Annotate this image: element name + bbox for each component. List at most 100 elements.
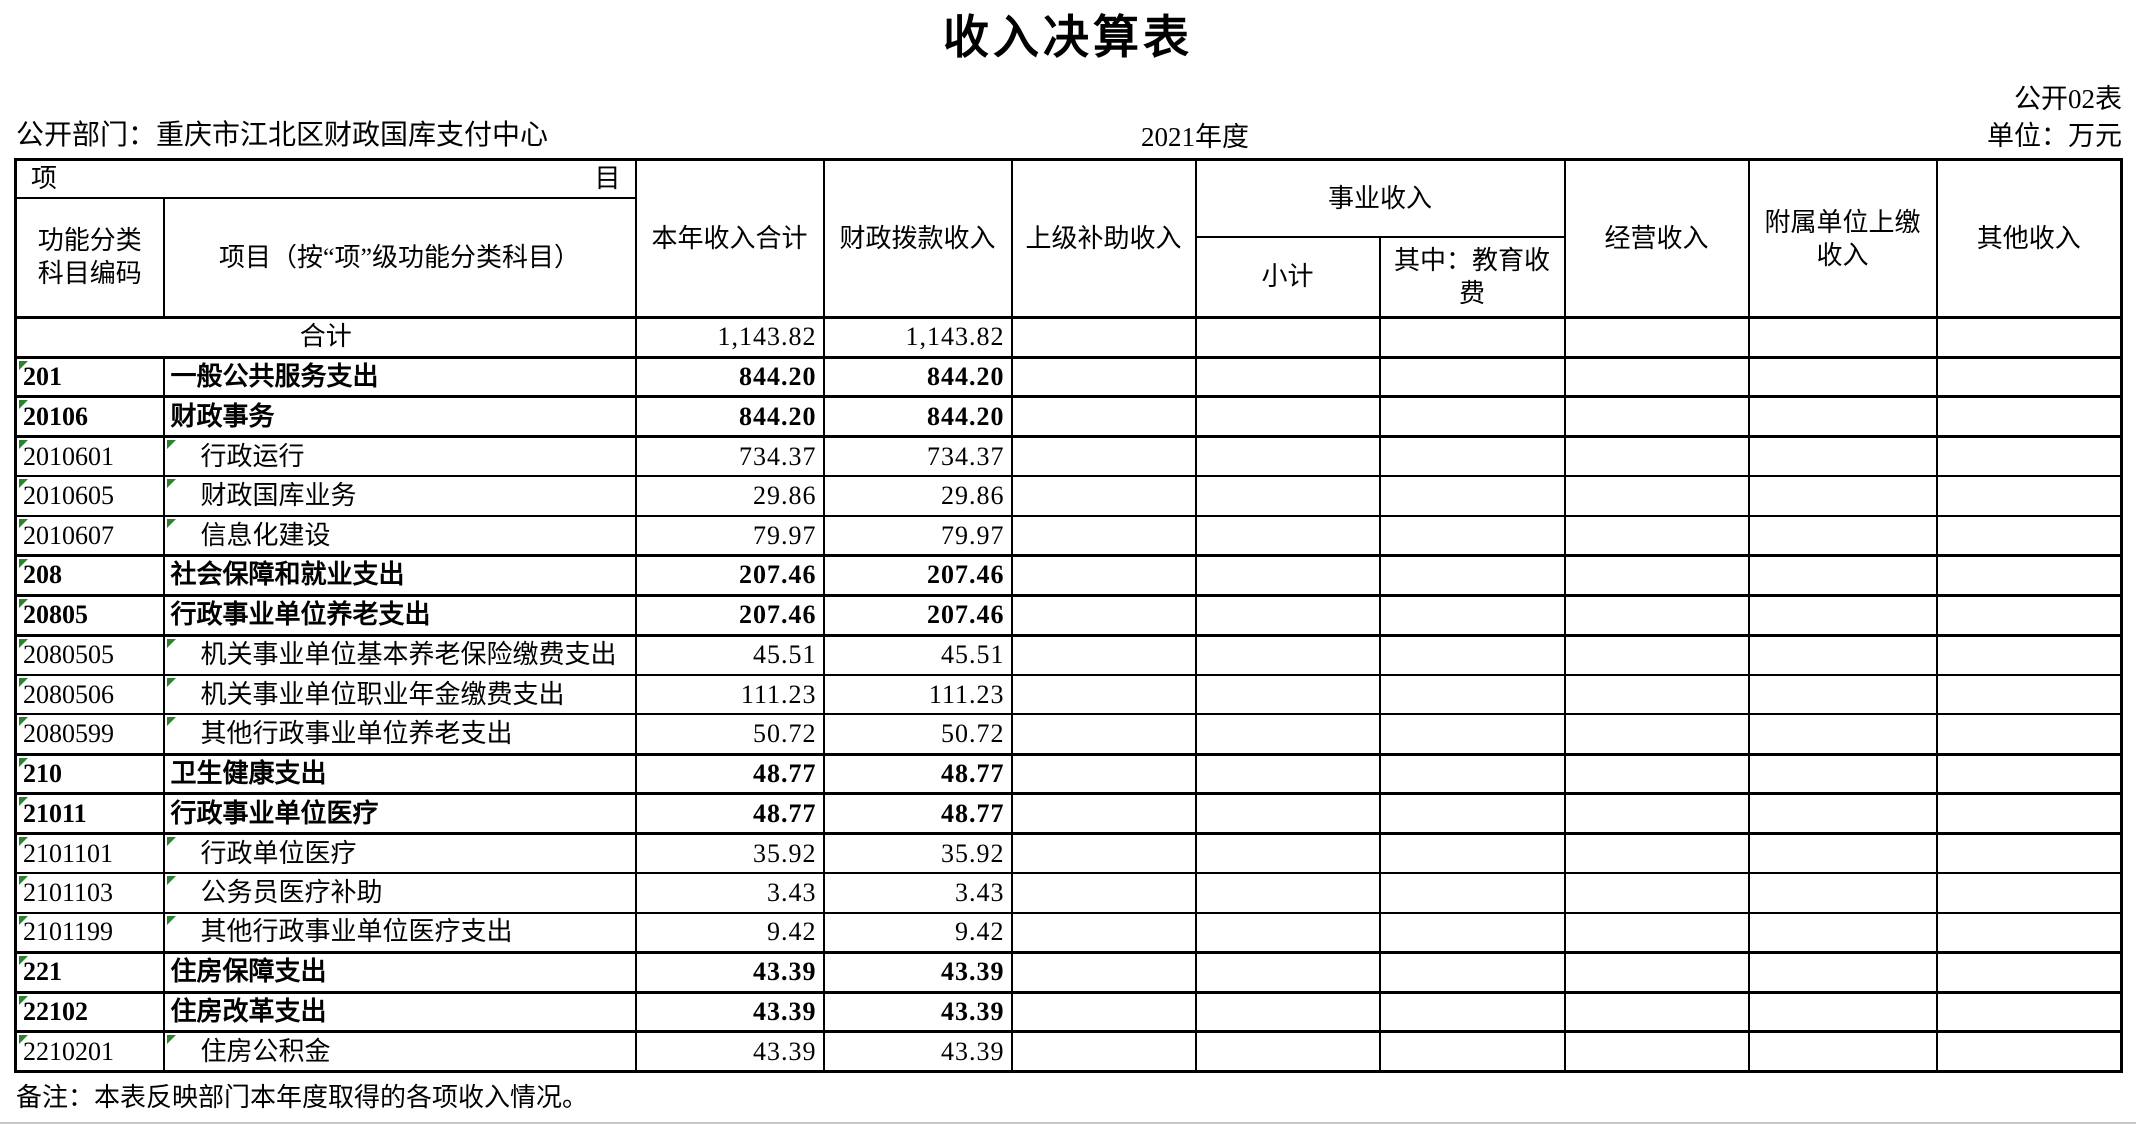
value-cell[interactable] bbox=[1378, 752, 1566, 796]
value-cell[interactable]: 48.77 bbox=[634, 752, 825, 796]
value-cell[interactable] bbox=[1194, 832, 1381, 875]
value-cell[interactable] bbox=[1378, 395, 1566, 439]
value-cell[interactable] bbox=[1194, 713, 1381, 756]
item-name-cell[interactable]: 机关事业单位职业年金缴费支出 bbox=[162, 673, 637, 716]
value-cell[interactable] bbox=[1935, 475, 2123, 517]
value-cell[interactable] bbox=[1378, 634, 1566, 676]
value-cell[interactable] bbox=[1747, 634, 1938, 676]
item-name-cell[interactable]: 卫生健康支出 bbox=[162, 752, 637, 796]
value-cell[interactable]: 79.97 bbox=[634, 514, 825, 557]
value-cell[interactable] bbox=[1747, 316, 1938, 359]
function-code-cell[interactable]: 208 bbox=[14, 554, 165, 597]
value-cell[interactable]: 45.51 bbox=[634, 634, 825, 676]
value-cell[interactable] bbox=[1010, 752, 1197, 796]
value-cell[interactable]: 43.39 bbox=[634, 951, 825, 994]
value-cell[interactable]: 734.37 bbox=[822, 435, 1013, 478]
value-cell[interactable] bbox=[1935, 514, 2123, 557]
item-name-cell[interactable]: 行政事业单位医疗 bbox=[162, 792, 637, 835]
function-code-cell[interactable]: 2101199 bbox=[14, 911, 165, 954]
value-cell[interactable]: 1,143.82 bbox=[634, 316, 825, 359]
function-code-cell[interactable]: 20106 bbox=[14, 395, 165, 439]
value-cell[interactable] bbox=[1935, 673, 2123, 716]
value-cell[interactable] bbox=[1747, 792, 1938, 835]
value-cell[interactable] bbox=[1378, 832, 1566, 875]
value-cell[interactable] bbox=[1378, 911, 1566, 954]
item-name-cell[interactable]: 其他行政事业单位医疗支出 bbox=[162, 911, 637, 954]
value-cell[interactable]: 111.23 bbox=[822, 673, 1013, 716]
value-cell[interactable] bbox=[1194, 593, 1381, 637]
item-name-cell[interactable]: 行政运行 bbox=[162, 435, 637, 478]
value-cell[interactable] bbox=[1935, 395, 2123, 439]
value-cell[interactable] bbox=[1010, 475, 1197, 517]
item-name-cell[interactable]: 其他行政事业单位养老支出 bbox=[162, 713, 637, 756]
value-cell[interactable] bbox=[1935, 355, 2123, 399]
value-cell[interactable] bbox=[1935, 316, 2123, 359]
function-code-cell[interactable]: 2080505 bbox=[14, 634, 165, 676]
value-cell[interactable] bbox=[1563, 792, 1750, 835]
function-code-cell[interactable]: 2010607 bbox=[14, 514, 165, 557]
value-cell[interactable]: 207.46 bbox=[822, 593, 1013, 637]
header-col-higher-level-subsidy[interactable]: 上级补助收入 bbox=[1010, 158, 1197, 319]
item-name-cell[interactable]: 公务员医疗补助 bbox=[162, 872, 637, 914]
value-cell[interactable] bbox=[1935, 752, 2123, 796]
value-cell[interactable] bbox=[1378, 792, 1566, 835]
value-cell[interactable] bbox=[1010, 395, 1197, 439]
value-cell[interactable] bbox=[1010, 634, 1197, 676]
value-cell[interactable] bbox=[1194, 990, 1381, 1034]
value-cell[interactable] bbox=[1378, 514, 1566, 557]
value-cell[interactable] bbox=[1378, 475, 1566, 517]
value-cell[interactable]: 844.20 bbox=[634, 395, 825, 439]
value-cell[interactable] bbox=[1563, 475, 1750, 517]
value-cell[interactable]: 3.43 bbox=[634, 872, 825, 914]
value-cell[interactable]: 207.46 bbox=[634, 593, 825, 637]
value-cell[interactable] bbox=[1747, 554, 1938, 597]
value-cell[interactable] bbox=[1563, 752, 1750, 796]
value-cell[interactable] bbox=[1747, 593, 1938, 637]
value-cell[interactable] bbox=[1010, 593, 1197, 637]
value-cell[interactable] bbox=[1378, 554, 1566, 597]
value-cell[interactable] bbox=[1010, 514, 1197, 557]
value-cell[interactable] bbox=[1010, 911, 1197, 954]
value-cell[interactable] bbox=[1935, 990, 2123, 1034]
header-col-education-fees[interactable]: 其中：教育收费 bbox=[1378, 235, 1566, 319]
value-cell[interactable]: 48.77 bbox=[822, 792, 1013, 835]
value-cell[interactable] bbox=[1378, 435, 1566, 478]
function-code-cell[interactable]: 21011 bbox=[14, 792, 165, 835]
value-cell[interactable]: 43.39 bbox=[822, 1030, 1013, 1073]
value-cell[interactable] bbox=[1010, 316, 1197, 359]
header-group-business-income[interactable]: 事业收入 bbox=[1194, 158, 1566, 238]
value-cell[interactable] bbox=[1935, 911, 2123, 954]
value-cell[interactable] bbox=[1935, 832, 2123, 875]
value-cell[interactable] bbox=[1935, 792, 2123, 835]
value-cell[interactable] bbox=[1010, 435, 1197, 478]
value-cell[interactable] bbox=[1747, 752, 1938, 796]
function-code-cell[interactable]: 20805 bbox=[14, 593, 165, 637]
value-cell[interactable] bbox=[1563, 951, 1750, 994]
function-code-cell[interactable]: 2010601 bbox=[14, 435, 165, 478]
value-cell[interactable] bbox=[1194, 514, 1381, 557]
value-cell[interactable] bbox=[1747, 673, 1938, 716]
value-cell[interactable] bbox=[1010, 1030, 1197, 1073]
value-cell[interactable] bbox=[1563, 911, 1750, 954]
function-code-cell[interactable]: 2210201 bbox=[14, 1030, 165, 1073]
value-cell[interactable] bbox=[1563, 593, 1750, 637]
value-cell[interactable] bbox=[1747, 713, 1938, 756]
item-name-cell[interactable]: 信息化建设 bbox=[162, 514, 637, 557]
value-cell[interactable] bbox=[1935, 713, 2123, 756]
header-col-item-name[interactable]: 项目（按“项”级功能分类科目） bbox=[162, 196, 637, 319]
value-cell[interactable] bbox=[1194, 673, 1381, 716]
header-col-fiscal-appropriation[interactable]: 财政拨款收入 bbox=[822, 158, 1013, 319]
item-name-cell[interactable]: 行政事业单位养老支出 bbox=[162, 593, 637, 637]
header-col-business-subtotal[interactable]: 小计 bbox=[1194, 235, 1381, 319]
item-name-cell[interactable]: 行政单位医疗 bbox=[162, 832, 637, 875]
function-code-cell[interactable]: 210 bbox=[14, 752, 165, 796]
value-cell[interactable] bbox=[1194, 316, 1381, 359]
value-cell[interactable] bbox=[1747, 435, 1938, 478]
value-cell[interactable] bbox=[1747, 475, 1938, 517]
value-cell[interactable]: 29.86 bbox=[822, 475, 1013, 517]
value-cell[interactable] bbox=[1935, 1030, 2123, 1073]
value-cell[interactable]: 1,143.82 bbox=[822, 316, 1013, 359]
value-cell[interactable]: 45.51 bbox=[822, 634, 1013, 676]
item-name-cell[interactable]: 机关事业单位基本养老保险缴费支出 bbox=[162, 634, 637, 676]
value-cell[interactable] bbox=[1747, 990, 1938, 1034]
